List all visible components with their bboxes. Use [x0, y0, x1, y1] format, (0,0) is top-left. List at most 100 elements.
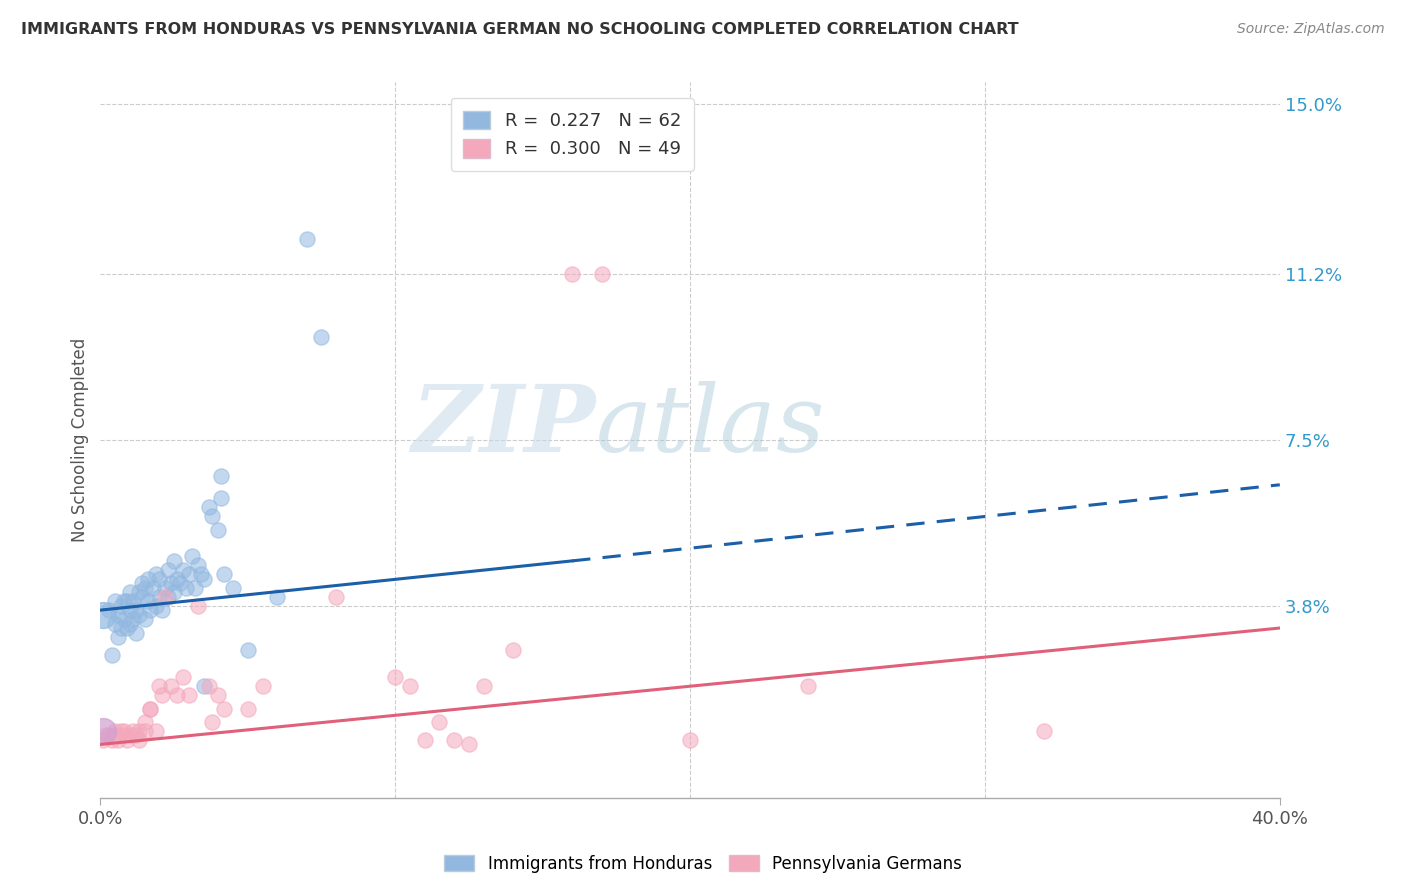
Point — [160, 679, 183, 693]
Point — [212, 701, 235, 715]
Point — [131, 576, 153, 591]
Point — [125, 625, 148, 640]
Point — [107, 733, 129, 747]
Point — [98, 729, 121, 743]
Point — [679, 733, 702, 747]
Point — [150, 603, 173, 617]
Point — [134, 723, 156, 738]
Point — [169, 576, 191, 591]
Point — [134, 714, 156, 729]
Point — [91, 733, 114, 747]
Point — [198, 500, 221, 515]
Text: Source: ZipAtlas.com: Source: ZipAtlas.com — [1237, 22, 1385, 37]
Point — [128, 607, 150, 622]
Point — [591, 268, 613, 282]
Point — [134, 581, 156, 595]
Point — [201, 509, 224, 524]
Point — [212, 567, 235, 582]
Point — [209, 468, 232, 483]
Point — [183, 581, 205, 595]
Point — [172, 670, 194, 684]
Point — [201, 714, 224, 729]
Point — [118, 616, 141, 631]
Point — [561, 268, 583, 282]
Point — [222, 581, 245, 595]
Point — [112, 594, 135, 608]
Point — [112, 723, 135, 738]
Point — [502, 643, 524, 657]
Point — [252, 679, 274, 693]
Point — [150, 688, 173, 702]
Point — [142, 581, 165, 595]
Point — [163, 554, 186, 568]
Legend: R =  0.227   N = 62, R =  0.300   N = 49: R = 0.227 N = 62, R = 0.300 N = 49 — [450, 98, 693, 171]
Y-axis label: No Schooling Completed: No Schooling Completed — [72, 338, 89, 542]
Point — [121, 612, 143, 626]
Point — [104, 723, 127, 738]
Point — [472, 679, 495, 693]
Point — [155, 581, 177, 595]
Point — [121, 594, 143, 608]
Point — [157, 563, 180, 577]
Point — [96, 729, 118, 743]
Text: ZIP: ZIP — [412, 381, 596, 471]
Point — [180, 549, 202, 564]
Point — [236, 701, 259, 715]
Point — [128, 733, 150, 747]
Point — [101, 733, 124, 747]
Point — [266, 590, 288, 604]
Point — [121, 723, 143, 738]
Point — [413, 733, 436, 747]
Point — [107, 607, 129, 622]
Point — [166, 572, 188, 586]
Point — [155, 590, 177, 604]
Point — [118, 585, 141, 599]
Point — [177, 688, 200, 702]
Point — [91, 723, 114, 738]
Point — [136, 594, 159, 608]
Point — [139, 603, 162, 617]
Point — [429, 714, 451, 729]
Point — [325, 590, 347, 604]
Point — [172, 563, 194, 577]
Point — [187, 599, 209, 613]
Text: IMMIGRANTS FROM HONDURAS VS PENNSYLVANIA GERMAN NO SCHOOLING COMPLETED CORRELATI: IMMIGRANTS FROM HONDURAS VS PENNSYLVANIA… — [21, 22, 1019, 37]
Point — [193, 679, 215, 693]
Point — [190, 567, 212, 582]
Point — [125, 603, 148, 617]
Point — [174, 581, 197, 595]
Point — [98, 603, 121, 617]
Point — [128, 723, 150, 738]
Point — [104, 594, 127, 608]
Point — [110, 723, 132, 738]
Point — [134, 612, 156, 626]
Point — [295, 231, 318, 245]
Point — [207, 523, 229, 537]
Point — [160, 576, 183, 591]
Point — [145, 723, 167, 738]
Point — [148, 590, 170, 604]
Point — [1032, 723, 1054, 738]
Point — [104, 616, 127, 631]
Point — [115, 594, 138, 608]
Point — [443, 733, 465, 747]
Point — [115, 621, 138, 635]
Point — [157, 590, 180, 604]
Point — [101, 648, 124, 662]
Point — [131, 590, 153, 604]
Point — [236, 643, 259, 657]
Point — [125, 729, 148, 743]
Point — [145, 599, 167, 613]
Point — [128, 585, 150, 599]
Point — [148, 572, 170, 586]
Point — [193, 572, 215, 586]
Point — [458, 738, 481, 752]
Point — [399, 679, 422, 693]
Point — [118, 603, 141, 617]
Point — [112, 612, 135, 626]
Point — [139, 701, 162, 715]
Point — [91, 607, 114, 622]
Point — [148, 679, 170, 693]
Point — [163, 585, 186, 599]
Legend: Immigrants from Honduras, Pennsylvania Germans: Immigrants from Honduras, Pennsylvania G… — [437, 848, 969, 880]
